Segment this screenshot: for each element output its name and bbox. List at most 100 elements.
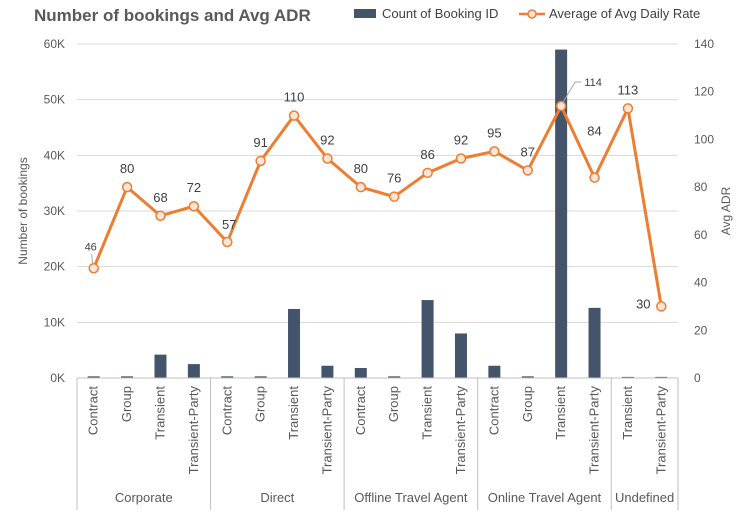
legend-item-bookings: Count of Booking ID (354, 6, 498, 21)
bar (87, 376, 100, 378)
x-category-label: Contract (353, 386, 368, 436)
leader-line (227, 231, 231, 239)
bar (254, 376, 267, 378)
adr-data-label: 114 (584, 77, 602, 89)
adr-marker (656, 301, 667, 312)
x-category-label: Transient-Party (319, 386, 334, 475)
legend-item-adr: Average of Avg Daily Rate (519, 6, 700, 21)
adr-marker (455, 153, 467, 164)
y-right-tick-label: 0 (694, 371, 701, 385)
adr-marker (222, 236, 233, 248)
adr-data-label: 110 (284, 90, 305, 105)
x-category-label: Group (386, 386, 401, 422)
y-left-tick-label: 40K (44, 148, 65, 162)
adr-data-label: 80 (120, 161, 134, 176)
y-left-tick-label: 60K (44, 37, 65, 51)
adr-data-label: 86 (420, 147, 434, 162)
adr-marker (422, 167, 433, 179)
bar (388, 376, 401, 378)
y-right-tick-label: 60 (694, 228, 708, 242)
adr-marker (622, 103, 634, 114)
x-group-label: Direct (260, 490, 294, 505)
leader-line (91, 254, 94, 265)
y-right-axis-title: Avg ADR (719, 186, 733, 235)
legend-label-bookings: Count of Booking ID (382, 6, 499, 21)
adr-data-label: 30 (636, 296, 650, 311)
bar (521, 376, 534, 378)
bar (321, 365, 334, 378)
adr-data-label: 95 (487, 125, 501, 140)
adr-marker (155, 210, 166, 222)
adr-data-label: 57 (222, 217, 236, 232)
chart-title: Number of bookings and Avg ADR (34, 6, 311, 25)
bar (221, 376, 234, 378)
x-group-label: Online Travel Agent (488, 490, 602, 505)
adr-data-label: 91 (253, 135, 267, 150)
y-right-tick-label: 100 (694, 132, 714, 146)
adr-marker (188, 200, 200, 212)
bar (655, 376, 668, 378)
adr-marker (288, 110, 300, 121)
bar (621, 376, 634, 378)
adr-data-label: 113 (618, 82, 639, 97)
bar (454, 333, 467, 378)
x-category-label: Transient-Party (453, 386, 468, 475)
adr-data-label: 87 (521, 144, 535, 159)
y-right-tick-label: 40 (694, 276, 708, 290)
x-category-label: Transient (286, 386, 301, 440)
x-category-label: Group (253, 386, 268, 422)
y-right-tick-label: 140 (694, 37, 714, 51)
adr-marker (522, 165, 533, 176)
bar (588, 307, 601, 378)
x-category-label: Transient (620, 386, 635, 440)
x-category-label: Contract (86, 386, 101, 436)
adr-data-label: 80 (354, 161, 368, 176)
y-right-tick-label: 80 (694, 180, 708, 194)
legend-swatch-bar (354, 9, 376, 18)
x-group-label: Offline Travel Agent (354, 490, 468, 505)
bar (555, 49, 568, 379)
bar (421, 300, 434, 378)
adr-marker (355, 181, 367, 193)
bar (288, 308, 301, 378)
adr-data-label: 76 (387, 171, 401, 186)
y-left-tick-label: 0K (50, 371, 65, 385)
x-category-label: Contract (219, 386, 234, 436)
y-right-tick-label: 20 (694, 323, 708, 337)
adr-marker (322, 153, 333, 164)
adr-marker (121, 181, 133, 193)
legend-swatch-line (519, 8, 545, 20)
adr-marker (255, 155, 266, 167)
x-category-label: Transient (553, 386, 568, 440)
x-category-label: Transient-Party (186, 386, 201, 475)
bar (154, 354, 167, 378)
legend-label-adr: Average of Avg Daily Rate (549, 6, 701, 21)
adr-data-label: 84 (587, 124, 601, 139)
y-left-tick-label: 10K (44, 315, 65, 329)
x-group-label: Undefined (615, 490, 674, 505)
adr-marker (589, 172, 600, 183)
adr-data-label: 46 (85, 241, 97, 253)
bar (488, 365, 501, 378)
adr-marker (88, 263, 99, 274)
adr-marker (489, 146, 500, 157)
x-category-label: Transient (420, 386, 435, 440)
y-left-axis-title: Number of bookings (16, 157, 30, 264)
x-category-label: Transient-Party (653, 386, 668, 475)
adr-data-label: 92 (320, 133, 334, 148)
x-category-label: Contract (486, 386, 501, 436)
adr-data-label: 92 (454, 133, 468, 148)
y-left-tick-label: 30K (44, 204, 65, 218)
x-category-label: Transient-Party (587, 386, 602, 475)
adr-data-label: 68 (153, 190, 167, 205)
x-category-label: Transient (152, 386, 167, 440)
x-group-label: Corporate (115, 490, 173, 505)
x-category-label: Group (119, 386, 134, 422)
leader-line (562, 81, 582, 103)
bar (187, 364, 200, 378)
bar (354, 367, 367, 378)
adr-marker (555, 100, 567, 112)
y-right-tick-label: 120 (694, 85, 714, 99)
y-left-tick-label: 50K (44, 93, 65, 107)
adr-line (92, 104, 663, 307)
